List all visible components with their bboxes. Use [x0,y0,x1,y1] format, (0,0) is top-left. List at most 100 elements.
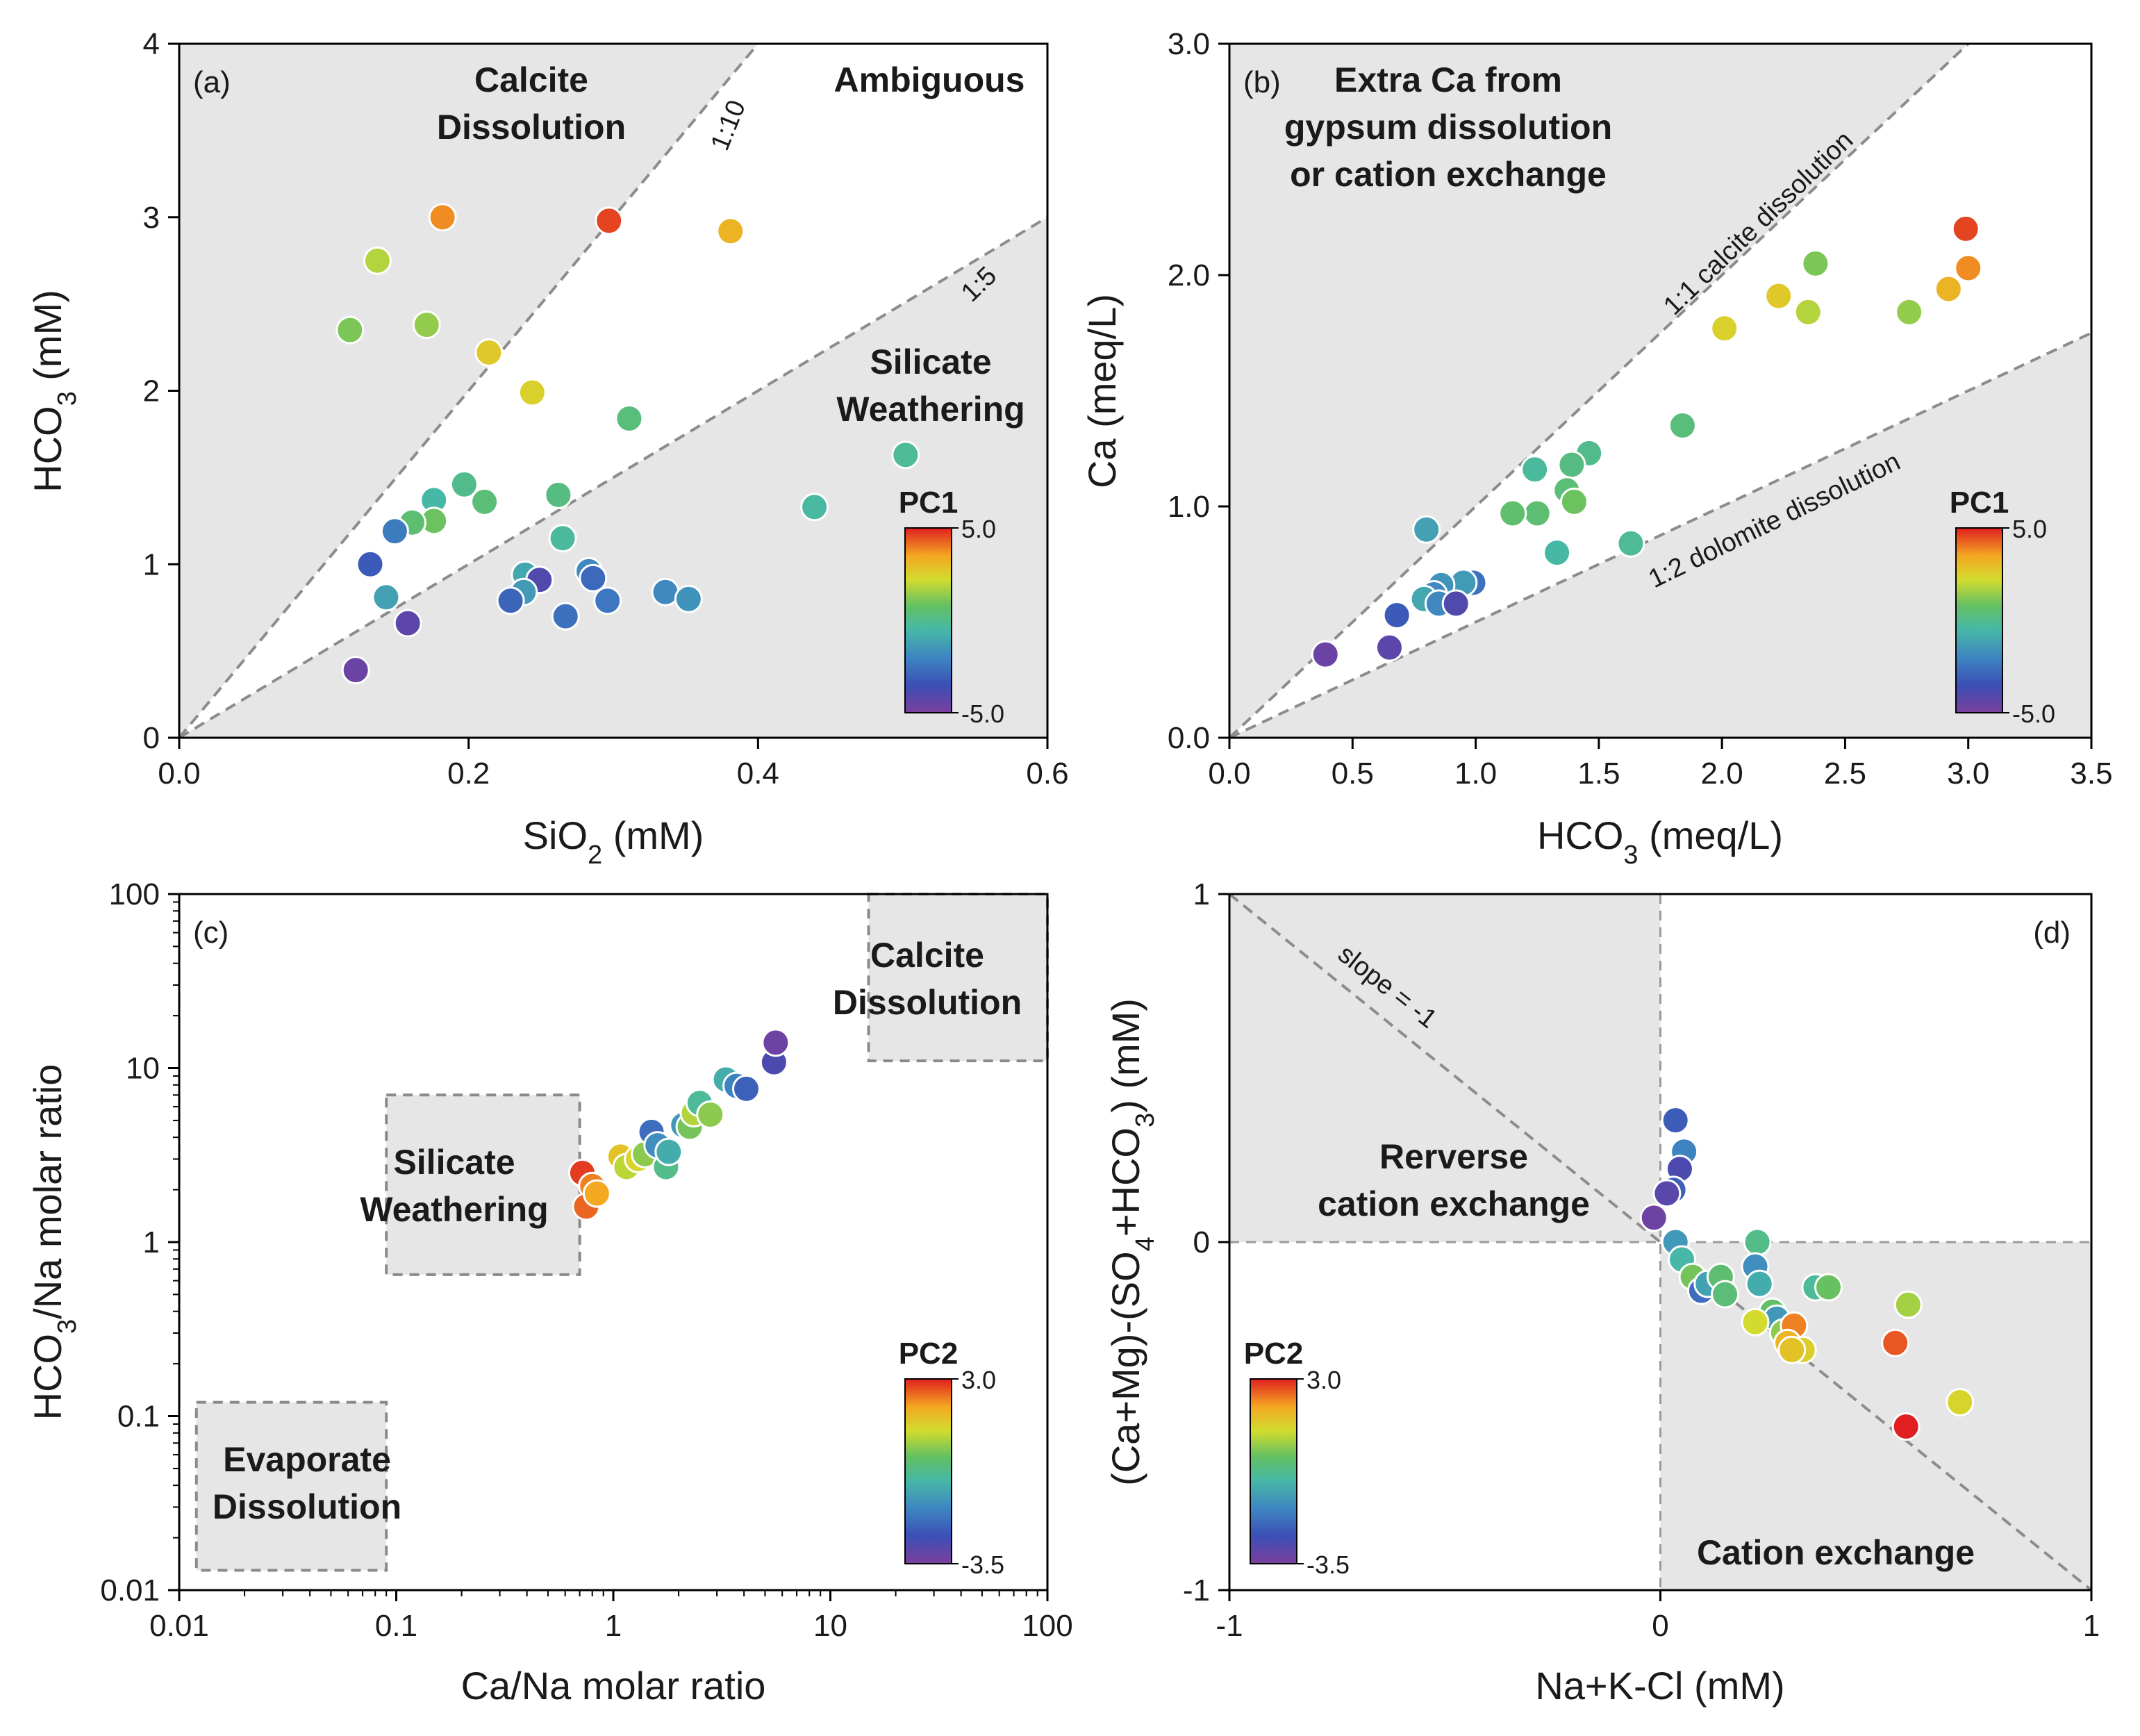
data-point [582,1179,611,1208]
data-point [1543,538,1572,568]
data-point [1375,633,1404,662]
panel-label: (c) [193,916,229,950]
x-tick-label: 0.01 [149,1609,209,1643]
y-tick-label: 2 [143,374,160,408]
panel-label: (a) [193,65,231,99]
ratio-1-10-line [178,42,759,739]
plot-frame [1228,42,2093,739]
x-tick-label: 2.0 [1701,757,1743,791]
data-point [615,404,644,433]
data-point [1801,249,1830,278]
data-point [800,493,829,522]
data-point [1741,1307,1770,1337]
x-axis-title: Ca/Na molar ratio [461,1664,766,1708]
y-axis-title: HCO3/Na molar ratio [26,1064,82,1421]
region-label-silicate: Silicate Weathering [360,1143,548,1229]
panel-label: (d) [2033,916,2071,950]
y-tick-label: 1.0 [1168,490,1210,524]
x-tick-label: 0.1 [375,1609,417,1643]
data-point [593,586,622,615]
data-point [1743,1227,1772,1257]
x-tick-label: -1 [1216,1609,1243,1643]
colorbar-max-label: 5.0 [961,515,996,543]
data-point [891,440,920,470]
data-point [1652,1179,1682,1208]
y-tick-label: 0 [143,721,160,755]
data-point [551,602,580,631]
data-point [1793,297,1823,326]
data-point [1946,1387,1975,1416]
y-tick-label: 1 [143,547,160,581]
data-point [696,1100,725,1130]
region-label-silicate: Silicate Weathering [836,342,1025,429]
colorbar-max-label: 5.0 [2012,515,2047,543]
x-tick-label: 2.5 [1824,757,1866,791]
data-point [1441,589,1470,618]
y-tick-label: 3.0 [1168,27,1210,61]
y-tick-label: 1 [143,1225,160,1259]
colorbar-title: PC1 [899,486,959,520]
ratio-1-5-line [178,216,1049,739]
region-label-calcite: Calcite Dissolution [833,936,1022,1022]
x-tick-label: 1 [2083,1609,2100,1643]
data-point [716,217,745,246]
x-tick-label: 1 [605,1609,622,1643]
x-axis-title: SiO2 (mM) [523,813,704,870]
x-tick-label: 0.4 [737,757,779,791]
y-tick-label: 2.0 [1168,258,1210,292]
region-label-calcite: Calcite Dissolution [437,60,626,147]
data-point [1777,1335,1807,1364]
colorbar-max-label: 3.0 [961,1366,996,1394]
y-tick-label: 100 [109,877,160,911]
data-point [1498,499,1527,528]
data-point [1523,499,1552,528]
x-axis-title: Na+K-Cl (mM) [1535,1664,1784,1708]
data-point [544,480,573,509]
y-tick-label: 0.01 [100,1573,160,1607]
colorbar-max-label: 3.0 [1307,1366,1341,1394]
x-tick-label: 3.5 [2070,757,2112,791]
data-point [1814,1273,1843,1302]
colorbar-title: PC2 [899,1337,959,1371]
data-point [1412,515,1441,544]
slope-minus-1-line [1228,893,2093,1592]
colorbar-min-label: -3.5 [961,1551,1004,1579]
line-label-1-10: 1:10 [706,96,752,154]
data-point [356,549,385,579]
data-point [761,1028,790,1057]
x-tick-label: 0.0 [1208,757,1250,791]
data-point [548,524,577,553]
x-tick-label: 3.0 [1947,757,1989,791]
x-axis-title: HCO3 (meq/L) [1537,813,1783,870]
data-point [1895,297,1924,326]
x-tick-label: 0.2 [447,757,490,791]
colorbar-min-label: -5.0 [2012,700,2055,728]
x-tick-label: 0.5 [1332,757,1374,791]
colorbar [904,1378,952,1564]
data-point [1311,640,1340,669]
region-label-reverse: Rerverse cation exchange [1318,1137,1590,1223]
region-label-evaporate: Evaporate Dissolution [213,1440,401,1526]
y-tick-label: -1 [1183,1573,1210,1607]
data-point [654,1137,683,1166]
data-point [335,315,365,345]
data-point [1951,214,1980,243]
y-axis-title: Ca (meq/L) [1080,294,1124,488]
region-label-extra-ca: Extra Ca from gypsum dissolution or cation… [1284,60,1612,194]
data-point [470,487,499,516]
data-point [1520,455,1550,484]
y-tick-label: 4 [143,27,160,61]
colorbar [1955,527,2003,713]
x-tick-label: 0 [1652,1609,1668,1643]
data-point [1661,1106,1690,1135]
data-point [341,656,370,685]
data-point [1668,411,1697,440]
data-point [372,583,401,612]
x-tick-label: 0.6 [1026,757,1068,791]
data-point [1616,529,1645,558]
y-tick-label: 0 [1193,1225,1210,1259]
